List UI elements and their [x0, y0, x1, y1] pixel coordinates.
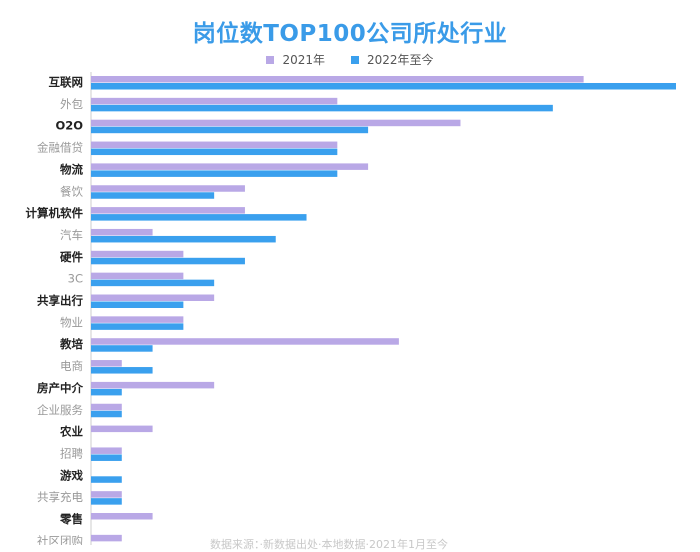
- data-source-note: 数据来源：·新数据出处·本地数据·2021年1月至今: [210, 538, 448, 551]
- bar-2022[interactable]: [91, 476, 122, 483]
- legend-label-2021: 2021年: [282, 53, 325, 67]
- category-label: 物业: [60, 315, 83, 329]
- bar-2021[interactable]: [91, 250, 184, 258]
- legend-label-2022: 2022年至今: [367, 53, 434, 67]
- category-label: 社区团购: [37, 534, 83, 545]
- category-label: O2O: [55, 119, 83, 133]
- category-label: 企业服务: [37, 403, 83, 417]
- bar-2021[interactable]: [91, 403, 122, 411]
- category-label: 物流: [60, 162, 83, 176]
- bar-2021[interactable]: [91, 534, 122, 542]
- category-label: 金融借贷: [37, 141, 83, 155]
- bar-2022[interactable]: [91, 323, 184, 330]
- bar-2022[interactable]: [91, 345, 153, 352]
- bar-2022[interactable]: [91, 235, 276, 243]
- category-label: 外包: [60, 97, 83, 111]
- bar-2022[interactable]: [91, 192, 215, 199]
- category-label: 招聘: [60, 446, 83, 460]
- bar-2021[interactable]: [91, 381, 215, 389]
- category-label: 零售: [59, 512, 83, 526]
- legend-item-2022[interactable]: 2022年至今: [351, 51, 434, 68]
- bar-2022[interactable]: [91, 170, 338, 177]
- category-label: 硬件: [60, 250, 83, 264]
- category-label: 餐饮: [60, 184, 83, 198]
- category-label: 共享充电: [37, 490, 83, 504]
- bar-2021[interactable]: [91, 513, 153, 520]
- category-label: 互联网: [49, 75, 84, 89]
- category-label: 农业: [59, 425, 83, 439]
- bar-2021[interactable]: [91, 185, 245, 192]
- legend: 2021年 2022年至今: [0, 51, 700, 68]
- bar-2022[interactable]: [91, 126, 369, 134]
- category-label: 房产中介: [37, 381, 83, 395]
- bar-2021[interactable]: [91, 316, 184, 323]
- bar-2022[interactable]: [91, 388, 122, 396]
- category-label: 共享出行: [37, 294, 83, 308]
- bar-2022[interactable]: [91, 279, 215, 287]
- category-label: 游戏: [60, 468, 83, 482]
- bar-2022[interactable]: [91, 148, 338, 156]
- bar-2021[interactable]: [91, 76, 584, 83]
- chart-title: 岗位数TOP100公司所处行业: [192, 21, 508, 47]
- bar-2021[interactable]: [91, 163, 369, 170]
- bar-2022[interactable]: [91, 214, 307, 221]
- bar-2021[interactable]: [91, 207, 245, 214]
- bar-2022[interactable]: [91, 301, 184, 309]
- bar-2021[interactable]: [91, 491, 122, 498]
- category-label: 电商: [60, 359, 83, 373]
- bar-2021[interactable]: [91, 447, 122, 454]
- bar-2022[interactable]: [91, 367, 153, 374]
- bar-2022[interactable]: [91, 410, 122, 418]
- bar-2021[interactable]: [91, 228, 153, 236]
- bar-2021[interactable]: [91, 119, 461, 127]
- bar-2021[interactable]: [91, 338, 399, 345]
- bar-2022[interactable]: [91, 498, 122, 505]
- legend-swatch-2022: [351, 55, 359, 64]
- category-label: 3C: [68, 272, 83, 286]
- bar-2021[interactable]: [91, 360, 122, 367]
- bar-2022[interactable]: [91, 257, 245, 265]
- legend-item-2021[interactable]: 2021年: [266, 51, 325, 68]
- bar-2021[interactable]: [91, 294, 215, 302]
- category-label: 计算机软件: [26, 206, 84, 220]
- bar-2022[interactable]: [91, 454, 122, 461]
- bar-2022[interactable]: [91, 104, 553, 112]
- category-label: 教培: [59, 337, 83, 351]
- category-label: 汽车: [60, 228, 83, 242]
- bar-2021[interactable]: [91, 272, 184, 280]
- legend-swatch-2021: [266, 55, 275, 64]
- bar-2022[interactable]: [91, 83, 676, 90]
- bar-2021[interactable]: [91, 141, 338, 149]
- bar-2021[interactable]: [91, 425, 153, 433]
- bar-2021[interactable]: [91, 97, 338, 105]
